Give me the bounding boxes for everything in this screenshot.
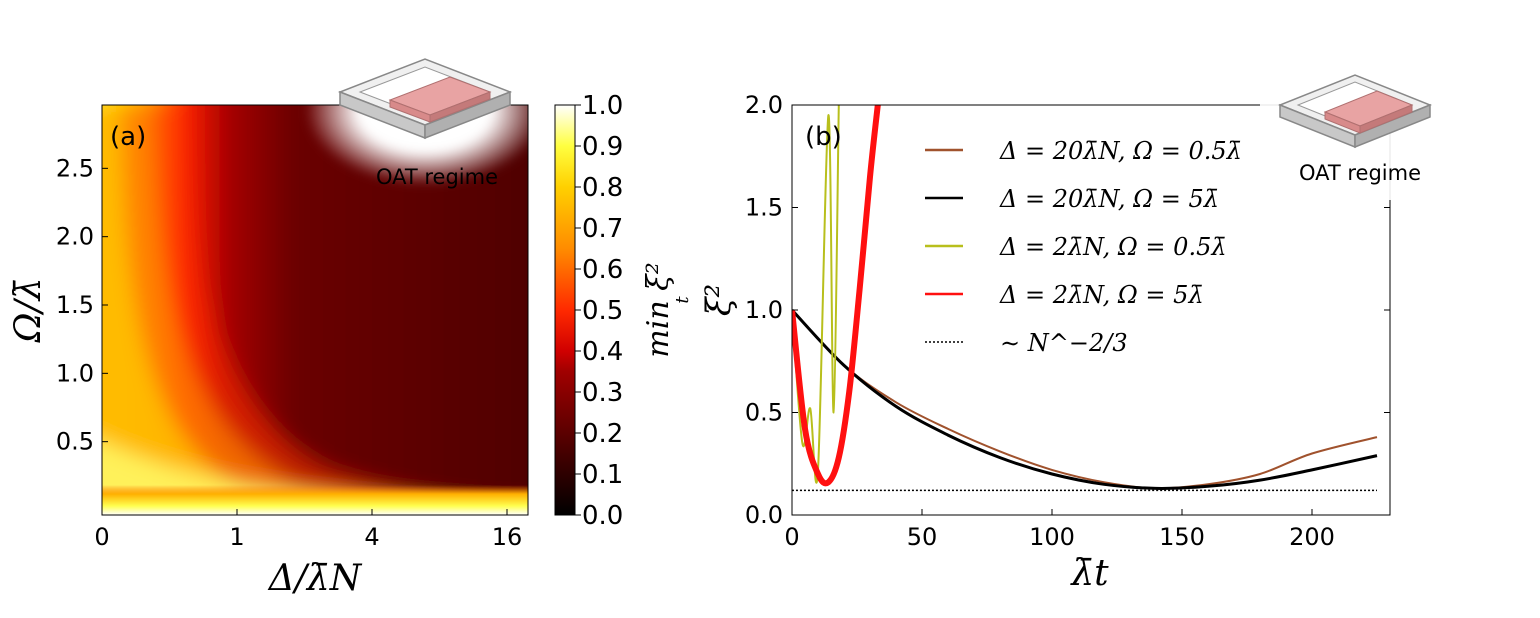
colorbar-subscript: t bbox=[672, 296, 693, 304]
line-y-tick-label: 0.0 bbox=[745, 501, 783, 529]
heatmap-x-tick-label: 4 bbox=[364, 523, 379, 551]
colorbar-gradient bbox=[554, 104, 576, 516]
heatmap-y-tick-label: 0.5 bbox=[56, 428, 94, 456]
line-x-tick-label: 150 bbox=[1159, 523, 1205, 551]
heatmap-frame bbox=[101, 104, 529, 516]
heatmap-panel: (a) 0 1 4 16 0.5 1.0 1.5 2.0 2.5 Δ/λ̄N Ω/λ̄ OAT… bbox=[8, 58, 529, 599]
colorbar-tick-label: 0.6 bbox=[582, 255, 623, 285]
colorbar-tick-label: 0.4 bbox=[582, 337, 623, 367]
heatmap-y-tick-label: 1.0 bbox=[56, 359, 94, 387]
colorbar-tick-label: 0.9 bbox=[582, 132, 623, 162]
heatmap-image bbox=[102, 105, 528, 515]
line-y-tick-label: 2.0 bbox=[745, 91, 783, 119]
line-y-tick-label: 1.0 bbox=[745, 296, 783, 324]
legend-entry-label: Δ = 2λ̄N, Ω = 0.5λ̄ bbox=[999, 233, 1227, 261]
heatmap-y-tick-label: 2.0 bbox=[56, 223, 94, 251]
line-series-group bbox=[792, 105, 1378, 492]
series-line-2 bbox=[792, 308, 1378, 490]
heatmap-x-tick-label: 1 bbox=[229, 523, 244, 551]
line-y-tick-label: 0.5 bbox=[745, 399, 783, 427]
heatmap-x-ticks: 0 1 4 16 bbox=[94, 509, 522, 551]
heatmap-x-label: Δ/λ̄N bbox=[267, 558, 363, 599]
line-x-tick-label: 100 bbox=[1029, 523, 1075, 551]
colorbar-tick-label: 1.0 bbox=[582, 91, 623, 121]
heatmap-y-label: Ω/λ̄ bbox=[8, 278, 49, 344]
colorbar-tick-label: 0.2 bbox=[582, 419, 623, 449]
colorbar-tick-label: 0.7 bbox=[582, 214, 623, 244]
legend-entry-label: Δ = 2λ̄N, Ω = 5λ̄ bbox=[999, 281, 1204, 309]
line-panel: (b) 0 50 100 150 200 0.00.51.01.52.0 λ̄t ξ² … bbox=[699, 60, 1470, 594]
legend-entry-label: ∼ N^−2/3 bbox=[1000, 329, 1128, 357]
oat-device-icon bbox=[1260, 60, 1470, 200]
line-y-label: ξ² bbox=[699, 284, 739, 316]
series-line-3 bbox=[792, 105, 840, 484]
heatmap-y-tick-label: 2.5 bbox=[56, 154, 94, 182]
colorbar-tick-label: 0.8 bbox=[582, 173, 623, 203]
line-x-tick-label: 200 bbox=[1289, 523, 1335, 551]
heatmap-y-ticks: 0.5 1.0 1.5 2.0 2.5 bbox=[56, 154, 108, 456]
heatmap-x-tick-label: 0 bbox=[94, 523, 109, 551]
series-line-1 bbox=[792, 309, 1378, 490]
colorbar-tick-label: 0.5 bbox=[582, 296, 623, 326]
colorbar: 0.0 0.1 0.2 0.3 0.4 0.5 0.6 0.7 0.8 0.9 1.0 min ξ²… bbox=[554, 91, 693, 531]
line-x-tick-label: 0 bbox=[784, 523, 799, 551]
panel-b-label: (b) bbox=[805, 122, 842, 152]
legend: Δ = 20λ̄N, Ω = 0.5λ̄ Δ = 20λ̄N, Ω = 5λ̄ Δ … bbox=[925, 137, 1242, 357]
oat-regime-label-a: OAT regime bbox=[376, 165, 498, 189]
line-x-ticks: 0 50 100 150 200 bbox=[784, 509, 1335, 551]
legend-entry-label: Δ = 20λ̄N, Ω = 5λ̄ bbox=[999, 185, 1219, 213]
oat-regime-label-b: OAT regime bbox=[1299, 161, 1421, 185]
legend-entry-label: Δ = 20λ̄N, Ω = 0.5λ̄ bbox=[999, 137, 1242, 165]
heatmap-y-tick-label: 1.5 bbox=[56, 291, 94, 319]
line-x-tick-label: 50 bbox=[907, 523, 938, 551]
series-line-4 bbox=[792, 105, 881, 487]
heatmap-x-tick-label: 16 bbox=[492, 523, 523, 551]
colorbar-tick-label: 0.3 bbox=[582, 378, 623, 408]
line-x-label: λ̄t bbox=[1069, 553, 1109, 594]
colorbar-tick-label: 0.0 bbox=[582, 501, 623, 531]
colorbar-ticks: 0.0 0.1 0.2 0.3 0.4 0.5 0.6 0.7 0.8 0.9 1.0 bbox=[575, 91, 623, 531]
line-y-tick-label: 1.5 bbox=[745, 194, 783, 222]
colorbar-label: min ξ² bbox=[641, 262, 676, 357]
oat-device-icon bbox=[337, 58, 513, 140]
colorbar-tick-label: 0.1 bbox=[582, 460, 623, 490]
line-y-ticks: 0.0 0.5 1.0 1.5 2.0 bbox=[745, 91, 1390, 529]
panel-a-label: (a) bbox=[110, 122, 146, 152]
